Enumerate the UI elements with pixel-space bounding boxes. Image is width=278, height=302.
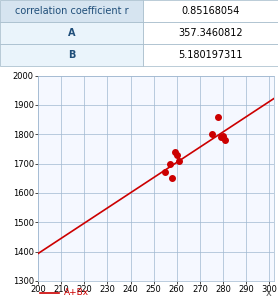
Point: [221, 133, 225, 138]
Text: B: B: [68, 50, 75, 60]
Point: [163, 170, 167, 175]
Point: [177, 158, 181, 163]
FancyBboxPatch shape: [143, 44, 278, 66]
Text: A: A: [68, 28, 75, 38]
Point: [216, 114, 221, 119]
Point: [168, 161, 172, 166]
Point: [175, 152, 179, 157]
Point: [209, 132, 214, 137]
FancyBboxPatch shape: [0, 44, 143, 66]
FancyBboxPatch shape: [143, 22, 278, 44]
Point: [172, 149, 177, 154]
FancyBboxPatch shape: [143, 0, 278, 22]
Point: [170, 176, 174, 181]
Point: [223, 138, 228, 143]
Point: [219, 135, 223, 140]
Text: correlation coefficient r: correlation coefficient r: [15, 6, 128, 16]
Text: x: x: [266, 288, 272, 297]
Text: 5.180197311: 5.180197311: [178, 50, 243, 60]
FancyBboxPatch shape: [0, 22, 143, 44]
Text: A+Bx: A+Bx: [64, 288, 89, 297]
FancyBboxPatch shape: [0, 0, 143, 22]
Text: 0.85168054: 0.85168054: [182, 6, 240, 16]
Text: 357.3460812: 357.3460812: [178, 28, 243, 38]
